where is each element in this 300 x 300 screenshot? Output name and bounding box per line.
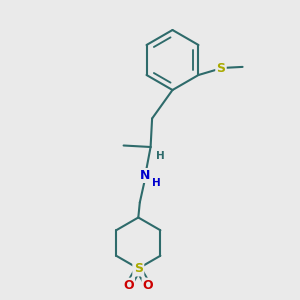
Text: S: S	[134, 262, 143, 275]
Text: S: S	[217, 62, 226, 75]
Text: H: H	[156, 151, 165, 160]
Text: N: N	[140, 169, 150, 182]
Text: H: H	[152, 178, 161, 188]
Text: O: O	[143, 279, 153, 292]
Text: O: O	[123, 279, 134, 292]
